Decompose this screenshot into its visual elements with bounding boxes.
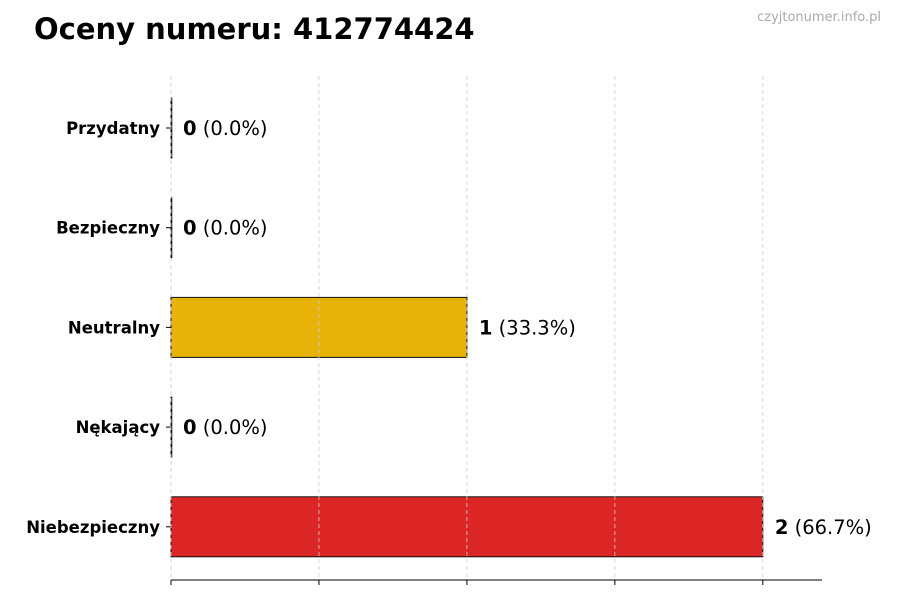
y-tick-label: Przydatny: [66, 119, 160, 138]
data-label: 0 (0.0%): [183, 217, 268, 240]
data-label-percent: (0.0%): [197, 416, 268, 439]
bar: [170, 197, 173, 259]
y-tick-label: Niebezpieczny: [26, 518, 160, 537]
y-tick-label: Bezpieczny: [56, 219, 160, 238]
y-tick-label: Nękający: [76, 418, 161, 437]
data-label-percent: (0.0%): [197, 217, 268, 240]
data-label: 2 (66.7%): [775, 516, 872, 539]
chart-title: Oceny numeru: 412774424: [34, 12, 475, 46]
data-label-count: 0: [183, 117, 197, 140]
data-label: 0 (0.0%): [183, 416, 268, 439]
data-label: 0 (0.0%): [183, 117, 268, 140]
data-label-percent: (33.3%): [492, 316, 575, 339]
data-label-count: 1: [479, 316, 493, 339]
watermark: czyjtonumer.info.pl: [757, 10, 881, 25]
data-label: 1 (33.3%): [479, 316, 576, 339]
y-tick-label: Neutralny: [68, 318, 160, 337]
data-label-percent: (66.7%): [788, 516, 871, 539]
data-label-count: 0: [183, 217, 197, 240]
data-label-percent: (0.0%): [197, 117, 268, 140]
data-label-count: 0: [183, 416, 197, 439]
data-label-count: 2: [775, 516, 789, 539]
bar: [170, 296, 468, 358]
